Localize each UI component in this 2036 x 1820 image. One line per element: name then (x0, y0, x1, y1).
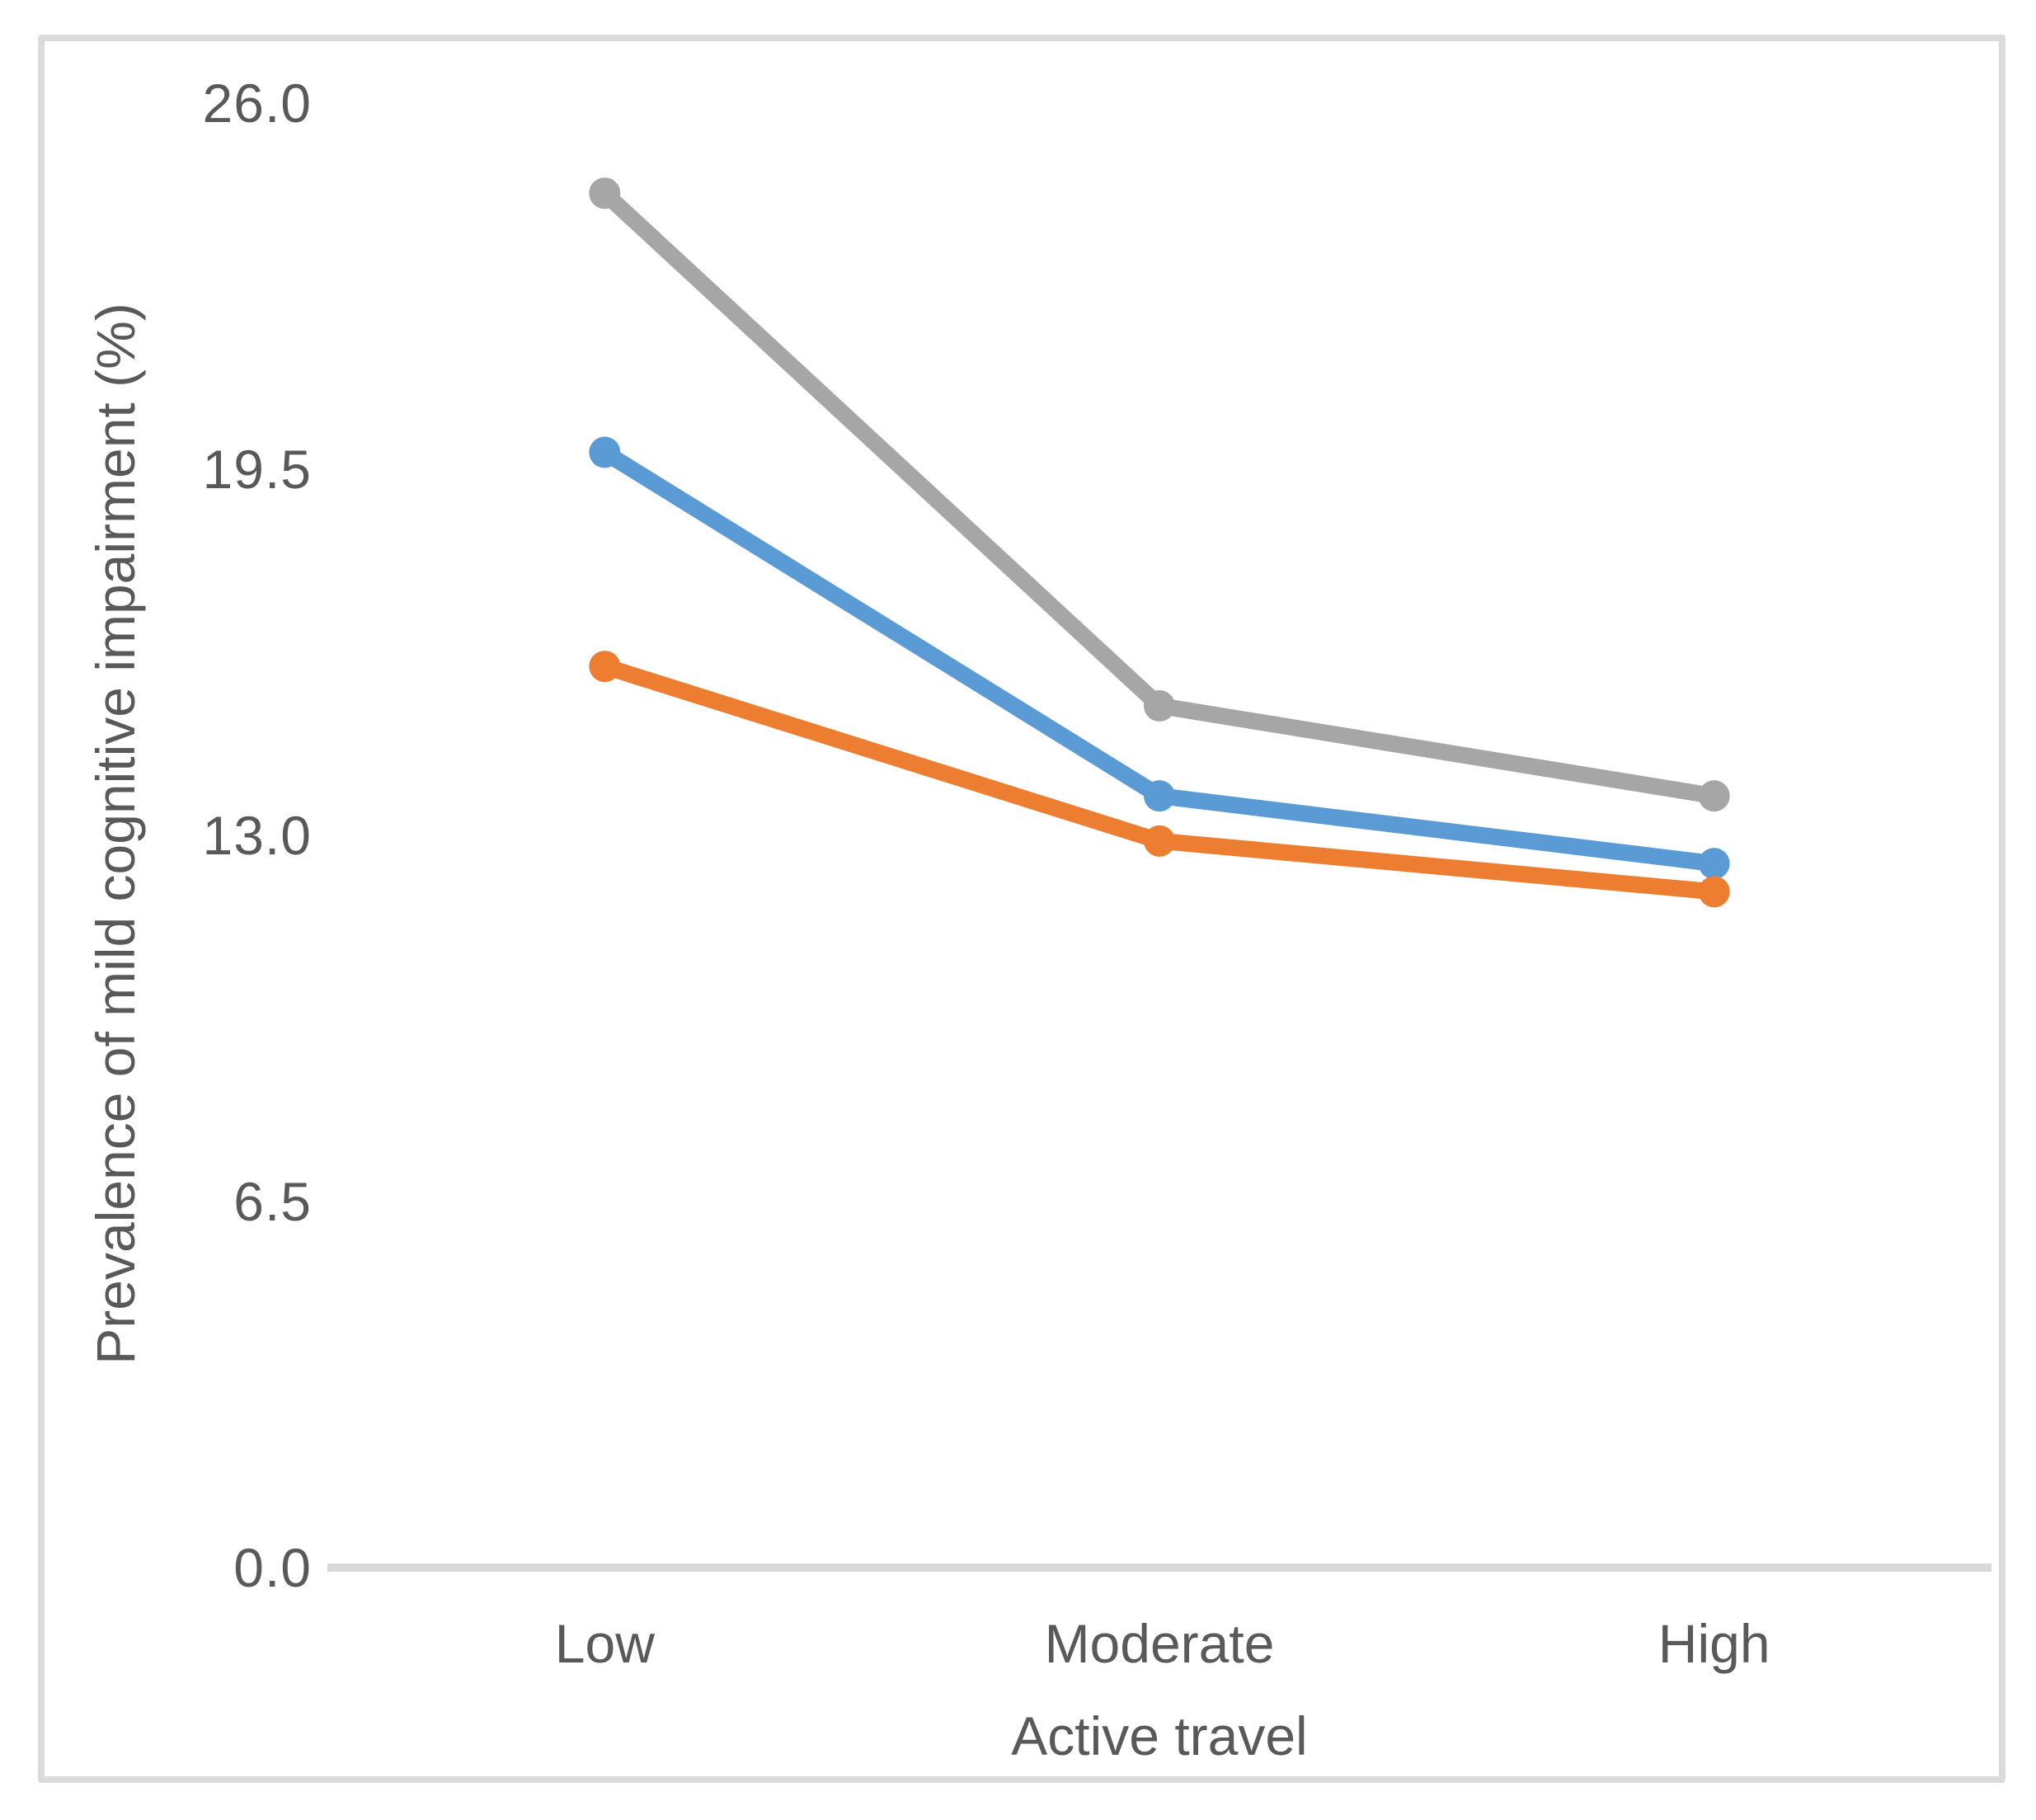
marker-blue-moderate (1144, 780, 1175, 812)
y-tick-label: 6.5 (233, 1171, 312, 1232)
x-category-label: Low (554, 1613, 655, 1674)
marker-orange-low (589, 651, 621, 683)
marker-blue-low (589, 436, 621, 468)
x-axis-title: Active travel (1011, 1705, 1308, 1766)
y-tick-label: 13.0 (202, 805, 312, 866)
y-tick-label: 26.0 (202, 73, 312, 134)
marker-gray-moderate (1144, 689, 1175, 722)
marker-blue-high (1698, 848, 1730, 880)
marker-orange-moderate (1144, 825, 1175, 857)
marker-gray-low (589, 177, 621, 209)
y-tick-label: 0.0 (233, 1537, 312, 1598)
y-tick-label: 19.5 (202, 439, 312, 500)
x-category-label: High (1657, 1613, 1770, 1674)
marker-orange-high (1698, 876, 1730, 908)
marker-gray-high (1698, 780, 1730, 812)
x-category-label: Moderate (1044, 1613, 1275, 1674)
chart-border (38, 35, 2005, 1783)
